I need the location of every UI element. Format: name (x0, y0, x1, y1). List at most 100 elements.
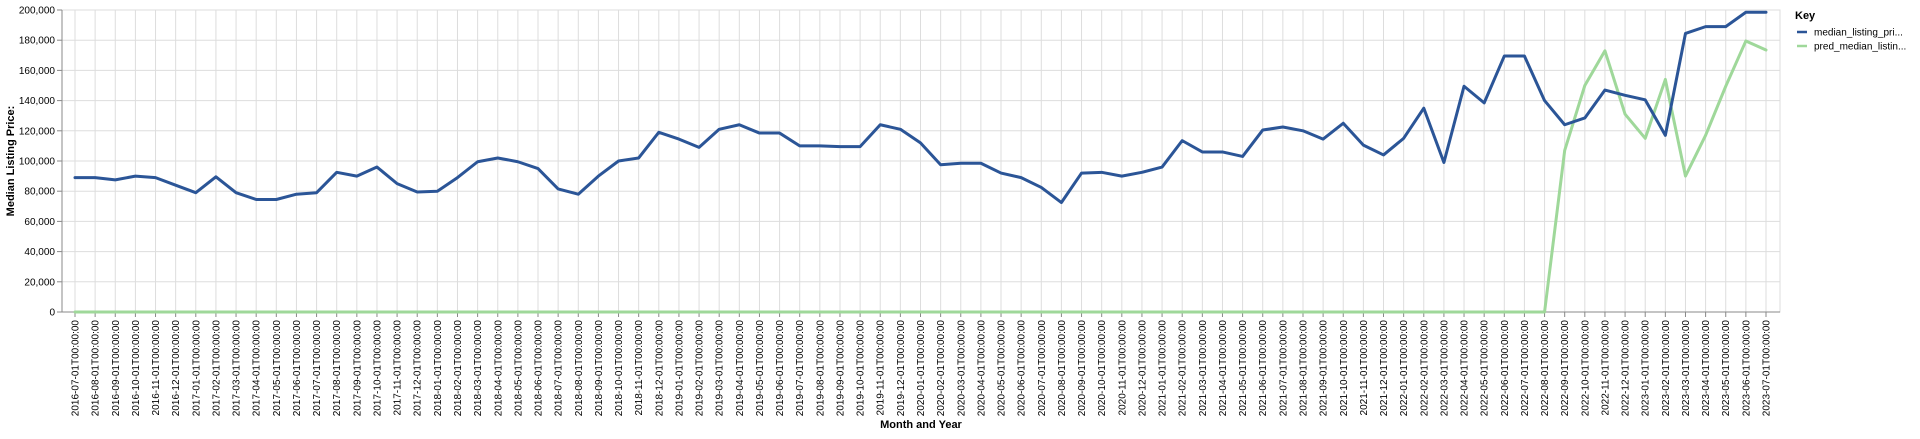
legend-label: pred_median_listin... (1814, 42, 1906, 53)
x-tick-label: 2018-03-01T00:00:00 (473, 320, 484, 417)
series-lines (73, 10, 1768, 314)
x-tick-label: 2018-06-01T00:00:00 (534, 320, 545, 417)
legend-title: Key (1795, 10, 1816, 22)
x-tick-label: 2021-01-01T00:00:00 (1158, 320, 1169, 417)
x-tick-label: 2023-07-01T00:00:00 (1762, 320, 1773, 417)
x-tick-label: 2018-12-01T00:00:00 (654, 320, 665, 417)
x-tick-label: 2019-08-01T00:00:00 (815, 320, 826, 417)
x-tick-label: 2020-05-01T00:00:00 (997, 320, 1008, 417)
x-tick-label: 2021-08-01T00:00:00 (1298, 320, 1309, 417)
x-tick-label: 2022-01-01T00:00:00 (1399, 320, 1410, 417)
y-tick-label: 160,000 (19, 66, 56, 77)
x-tick-label: 2022-11-01T00:00:00 (1600, 320, 1611, 416)
x-tick-label: 2016-12-01T00:00:00 (171, 320, 182, 417)
legend-label: median_listing_pri... (1814, 28, 1903, 39)
x-tick-label: 2018-07-01T00:00:00 (554, 320, 565, 417)
x-tick-label: 2022-09-01T00:00:00 (1560, 320, 1571, 417)
x-tick-label: 2019-10-01T00:00:00 (856, 320, 867, 417)
x-tick-label: 2021-11-01T00:00:00 (1359, 320, 1370, 416)
x-tick-label: 2018-02-01T00:00:00 (453, 320, 464, 417)
x-tick-label: 2017-04-01T00:00:00 (252, 320, 263, 417)
x-tick-label: 2020-01-01T00:00:00 (916, 320, 927, 417)
y-tick-label: 180,000 (19, 36, 56, 47)
x-tick-label: 2020-06-01T00:00:00 (1017, 320, 1028, 417)
x-tick-label: 2021-06-01T00:00:00 (1258, 320, 1269, 417)
x-tick-label: 2022-02-01T00:00:00 (1419, 320, 1430, 417)
x-tick-label: 2017-02-01T00:00:00 (211, 320, 222, 417)
x-tick-label: 2020-02-01T00:00:00 (936, 320, 947, 417)
x-tick-label: 2019-03-01T00:00:00 (715, 320, 726, 417)
y-tick-label: 120,000 (19, 126, 56, 137)
x-tick-label: 2021-05-01T00:00:00 (1238, 320, 1249, 417)
x-tick-label: 2020-09-01T00:00:00 (1077, 320, 1088, 417)
x-tick-label: 2022-08-01T00:00:00 (1540, 320, 1551, 417)
x-tick-label: 2020-11-01T00:00:00 (1117, 320, 1128, 416)
x-tick-label: 2023-01-01T00:00:00 (1641, 320, 1652, 417)
x-tick-label: 2018-10-01T00:00:00 (614, 320, 625, 417)
x-tick-label: 2021-02-01T00:00:00 (1178, 320, 1189, 417)
x-tick-label: 2017-08-01T00:00:00 (332, 320, 343, 417)
x-tick-label: 2018-01-01T00:00:00 (433, 320, 444, 417)
x-tick-label: 2020-07-01T00:00:00 (1037, 320, 1048, 417)
x-tick-label: 2020-08-01T00:00:00 (1057, 320, 1068, 417)
x-tick-label: 2017-05-01T00:00:00 (272, 320, 283, 417)
y-axis: 0 20,000 40,000 60,000 80,000 100,000 120,000 1… (19, 6, 63, 319)
x-tick-label: 2021-09-01T00:00:00 (1319, 320, 1330, 417)
x-tick-label: 2019-09-01T00:00:00 (835, 320, 846, 417)
x-tick-label: 2021-07-01T00:00:00 (1278, 320, 1289, 417)
x-tick-label: 2019-06-01T00:00:00 (775, 320, 786, 417)
x-tick-label: 2020-12-01T00:00:00 (1137, 320, 1148, 417)
x-tick-label: 2017-10-01T00:00:00 (372, 320, 383, 417)
x-tick-label: 2023-05-01T00:00:00 (1721, 320, 1732, 417)
x-tick-label: 2023-06-01T00:00:00 (1741, 320, 1752, 417)
x-tick-label: 2021-03-01T00:00:00 (1198, 320, 1209, 417)
y-tick-label: 80,000 (24, 187, 55, 198)
series-line-1 (73, 39, 1768, 314)
y-tick-label: 200,000 (19, 6, 56, 17)
x-tick-label: 2018-05-01T00:00:00 (513, 320, 524, 417)
x-tick-label: 2016-09-01T00:00:00 (111, 320, 122, 417)
x-tick-label: 2022-04-01T00:00:00 (1460, 320, 1471, 417)
x-tick-label: 2019-05-01T00:00:00 (755, 320, 766, 417)
y-tick-label: 40,000 (24, 247, 55, 258)
x-tick-label: 2019-04-01T00:00:00 (735, 320, 746, 417)
series-line-0 (73, 10, 1768, 205)
x-axis-title: Month and Year (880, 419, 962, 431)
gridlines (61, 9, 1781, 313)
x-tick-label: 2016-10-01T00:00:00 (131, 320, 142, 417)
x-tick-label: 2022-12-01T00:00:00 (1621, 320, 1632, 417)
x-tick-label: 2017-01-01T00:00:00 (191, 320, 202, 417)
y-tick-label: 100,000 (19, 157, 56, 168)
y-tick-label: 140,000 (19, 96, 56, 107)
x-tick-label: 2022-05-01T00:00:00 (1480, 320, 1491, 417)
x-tick-label: 2019-11-01T00:00:00 (876, 320, 887, 416)
x-tick-label: 2018-08-01T00:00:00 (574, 320, 585, 417)
x-tick-label: 2018-11-01T00:00:00 (634, 320, 645, 416)
x-tick-label: 2023-03-01T00:00:00 (1681, 320, 1692, 417)
x-tick-label: 2017-07-01T00:00:00 (312, 320, 323, 417)
x-tick-label: 2020-03-01T00:00:00 (956, 320, 967, 417)
x-tick-label: 2021-04-01T00:00:00 (1218, 320, 1229, 417)
y-tick-label: 0 (49, 308, 55, 319)
x-tick-label: 2017-09-01T00:00:00 (352, 320, 363, 417)
x-tick-label: 2020-10-01T00:00:00 (1097, 320, 1108, 417)
x-axis: 2016-07-01T00:00:00 2016-08-01T00:00:00 20… (62, 311, 1780, 417)
x-tick-label: 2017-12-01T00:00:00 (413, 320, 424, 417)
x-tick-label: 2022-07-01T00:00:00 (1520, 320, 1531, 417)
y-tick-label: 60,000 (24, 217, 55, 228)
x-tick-label: 2022-03-01T00:00:00 (1439, 320, 1450, 417)
x-tick-label: 2017-06-01T00:00:00 (292, 320, 303, 417)
x-tick-label: 2021-10-01T00:00:00 (1339, 320, 1350, 417)
x-tick-label: 2018-04-01T00:00:00 (493, 320, 504, 417)
x-tick-label: 2020-04-01T00:00:00 (976, 320, 987, 417)
x-tick-label: 2018-09-01T00:00:00 (594, 320, 605, 417)
x-tick-label: 2019-07-01T00:00:00 (795, 320, 806, 417)
x-tick-label: 2017-11-01T00:00:00 (393, 320, 404, 416)
y-tick-label: 20,000 (24, 277, 55, 288)
x-tick-label: 2019-12-01T00:00:00 (896, 320, 907, 417)
legend: Key median_listing_pri... pred_median_lis… (1795, 10, 1906, 53)
x-tick-label: 2023-02-01T00:00:00 (1661, 320, 1672, 417)
x-tick-label: 2017-03-01T00:00:00 (232, 320, 243, 417)
x-tick-label: 2019-01-01T00:00:00 (674, 320, 685, 417)
